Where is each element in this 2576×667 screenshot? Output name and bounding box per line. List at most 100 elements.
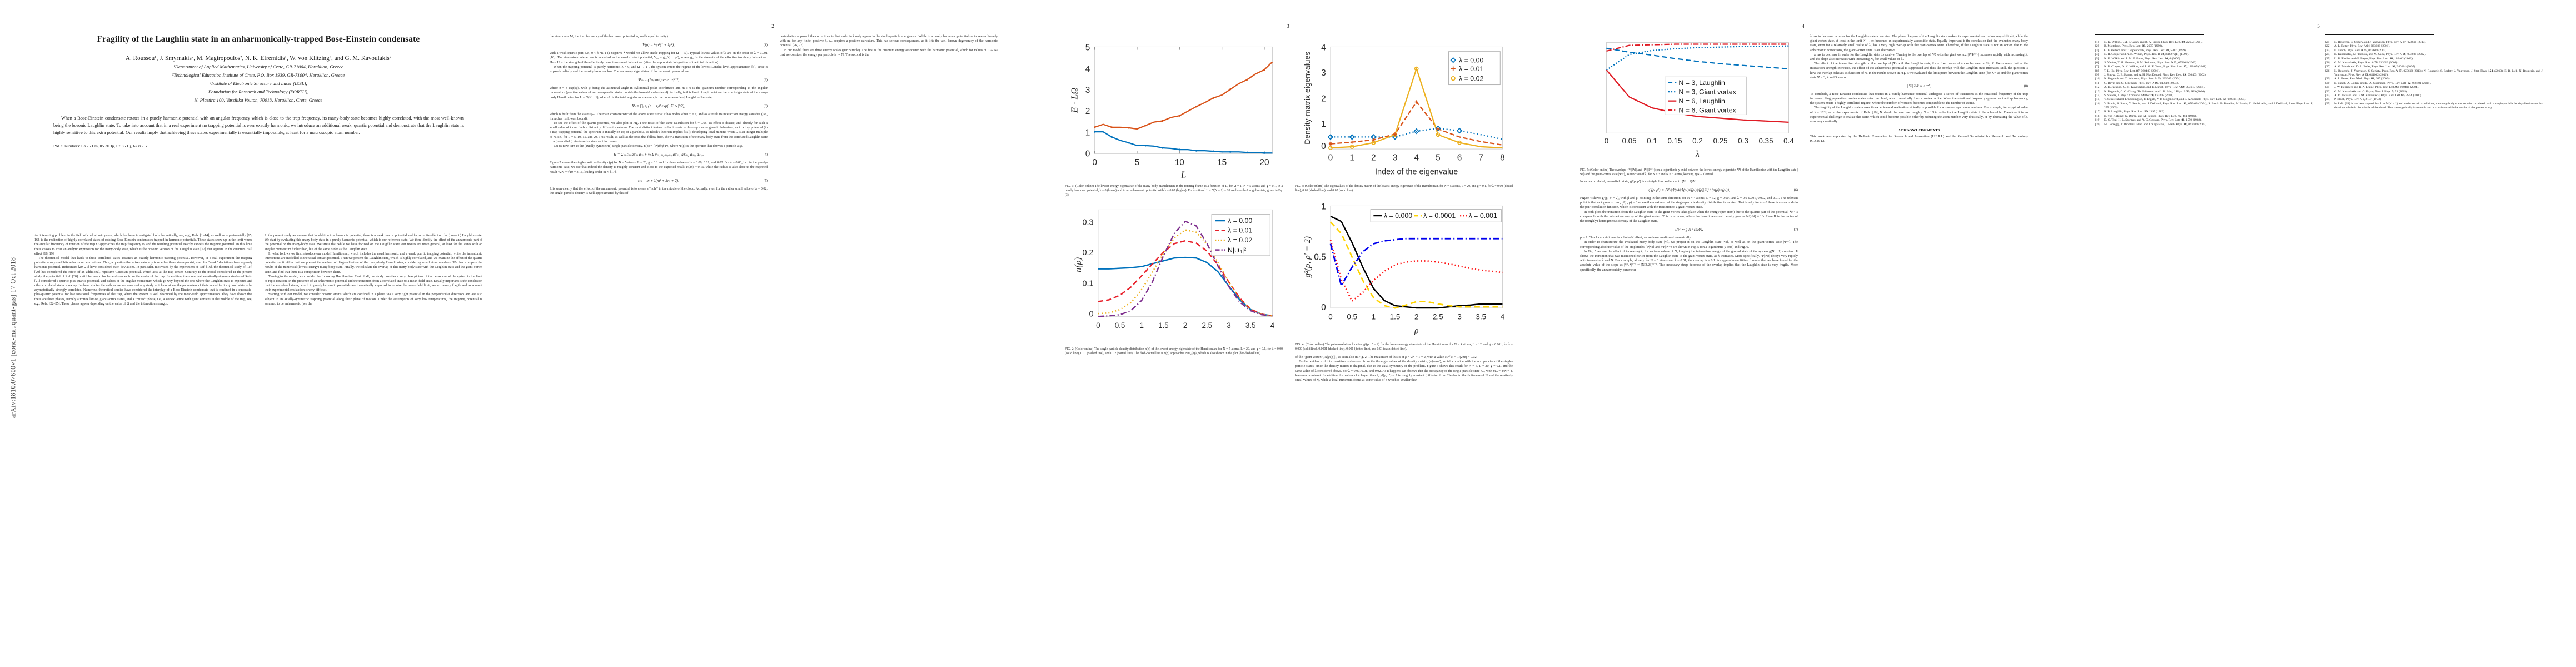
fig4-series-lambda-00001 <box>1329 221 1503 308</box>
fig5-legend-item-1: N = 3, Giant vortex <box>1678 88 1736 96</box>
fig5-xtick-03: 0.3 <box>1738 137 1748 145</box>
fig5-series-n3-giant <box>1606 45 1789 71</box>
reference-text: N. Rougerie, S. Serfaty, and J. Yngvason… <box>2334 41 2426 44</box>
fig2-ylabel: n(ρ) <box>1073 257 1083 272</box>
fig4-xtick-0: 0 <box>1328 312 1332 321</box>
paragraph: An interesting problem in the field of c… <box>34 234 252 256</box>
figure-1-caption: FIG. 1: (Color online) The lowest-energy… <box>1065 184 1283 197</box>
reference-item: [9] J. Sinova, C. B. Hanna, and A. H. Mac… <box>2095 73 2313 77</box>
paragraph: λ has to decrease in order for the Laugh… <box>1810 35 2028 52</box>
equation-4-body: H = Σₘ εₘ a†ₘ aₘ + ½ Σ vₘ₁ₘ₂ₘ₃ₘ₄ a†ₘ₁ a†… <box>614 152 704 157</box>
reference-item: [8] T. L. Ho, Phys. Rev. Lett. 87, 060403… <box>2095 69 2313 73</box>
equation-5-body: εₘ = m + λ(m² + 3m + 2), <box>638 178 679 183</box>
fig3-ytick-4: 4 <box>1321 43 1326 53</box>
reference-item: [14] S. Viefers, J. Phys.: Condens. Matte… <box>2095 94 2313 98</box>
reference-text: A. D. Jackson, G. M. Kavoulakis, and E. … <box>2104 86 2205 89</box>
reference-number: [18] <box>2095 114 2101 118</box>
reference-text: N. Rougerie, J. Yngvason, S. Serfaty, Ph… <box>2334 69 2543 77</box>
reference-number: [35] <box>2325 102 2331 106</box>
equation-8: |⟨Ψ|Ψₗ⟩| ≈ e⁻ᵜᴺ, (8) <box>1810 84 2028 88</box>
equation-3-body: Ψₗ = ∏ᵢ<ⱼ (zᵢ − zⱼ)² exp(−Σ|zₖ|²/2), <box>632 103 685 108</box>
fig1-xtick-0: 0 <box>1092 158 1097 167</box>
fig3-xtick-3: 3 <box>1393 153 1398 163</box>
fig5-xtick-035: 0.35 <box>1759 137 1773 145</box>
page-2: 2 the atom mass M, the trap frequency of… <box>515 0 1030 667</box>
fig1-series-lambda-0 <box>1094 131 1273 154</box>
reference-item: [25] U. R. Fischer and G. Baym, Phys. Rev… <box>2325 57 2543 61</box>
fig1-series-lambda-005 <box>1094 61 1273 130</box>
fig1-ytick-5: 5 <box>1085 43 1090 53</box>
reference-text: D. C. Tsui, H. L. Stormer, and A. C. Gos… <box>2104 118 2202 122</box>
reference-number: [8] <box>2095 69 2099 73</box>
fig2-legend-item-0: λ = 0.00 <box>1228 217 1252 225</box>
page-number: 3 <box>1287 23 1289 29</box>
equation-3: Ψₗ = ∏ᵢ<ⱼ (zᵢ − zⱼ)² exp(−Σ|zₖ|²/2), (3) <box>550 104 768 108</box>
reference-text: M. Correggi, T. Rindler-Daller, and J. Y… <box>2104 122 2208 126</box>
reference-number: [2] <box>2095 44 2099 48</box>
paragraph: with a weak quartic part, i.e., 0 < λ ≪ … <box>550 52 768 64</box>
paragraph: which is built from the states ψₘ. The m… <box>550 112 768 121</box>
equation-1-body: V(ρ) = ½ρ²(1 + λρ²), <box>642 43 675 48</box>
paragraph: In the present study we assume that in a… <box>265 234 482 251</box>
abstract: When a Bose-Einstein condensate rotates … <box>53 116 464 135</box>
reference-number: [33] <box>2325 93 2331 97</box>
fig4-legend: λ = 0.000 λ = 0.0001 λ = 0.001 <box>1370 208 1502 222</box>
fig5-legend-item-2: N = 6, Laughlin <box>1678 97 1725 105</box>
references-list-left: [1] N. K. Wilkin, J. M. F. Gunn, and R. A… <box>2095 41 2313 127</box>
reference-number: [4] <box>2095 53 2099 57</box>
reference-text: S. Viefers, J. Phys.: Condens. Matter 20… <box>2104 93 2174 97</box>
fig1-xtick-5: 5 <box>1135 158 1140 167</box>
fig1-ytick-2: 2 <box>1085 107 1090 116</box>
equation-7: λN² ∼ g N / (πR²), (7) <box>1580 227 1798 232</box>
page-2-column-left: the atom mass M, the trap frequency of t… <box>550 34 768 196</box>
paragraph: of the "giant vortex", N|ψₗ(ρ)|², as see… <box>1295 356 1478 360</box>
paragraph: Figure 2 shows the single-particle densi… <box>550 161 768 174</box>
reference-number: [5] <box>2095 57 2099 61</box>
reference-item: [28] N. Rougerie, J. Yngvason, S. Serfaty… <box>2325 69 2543 78</box>
fig2-plot: 0.3 0.2 0.1 0 0 0.5 1 1.5 2 2.5 3 <box>1073 210 1275 330</box>
reference-text: N. Regnault and T. Jolicoeur, Phys. Rev.… <box>2104 77 2181 81</box>
reference-text: N. K. Wilkin, J. M. F. Gunn, and R. A. S… <box>2104 41 2203 44</box>
fig4-xlabel: ρ <box>1414 326 1418 335</box>
reference-item: [26] G. M. Kavoulakis, Phys. Rev. A 78, 0… <box>2325 61 2543 65</box>
fig3-series-lambda-002 <box>1330 66 1503 149</box>
fig1-plot: 5 4 3 2 1 0 <box>1069 43 1273 181</box>
reference-text: G. M. Kavoulakis and G. Baym, New J. Phy… <box>2334 89 2408 93</box>
reference-text: E. Lundh, A. Collin, and K.-A. Suominen,… <box>2334 81 2431 85</box>
page-title: Fragility of the Laughlin state in an an… <box>97 34 420 44</box>
fig3-series-lambda-000 <box>1330 127 1503 140</box>
reference-item: [31] J. W. Reijnders and R. A. Duine, Phy… <box>2325 86 2543 89</box>
fig3-xtick-6: 6 <box>1457 153 1462 163</box>
fig4-ytick-1: 1 <box>1321 202 1326 211</box>
reference-item: [29] A. L. Fetter, Rev. Mod. Phys. 81, 64… <box>2325 77 2543 81</box>
affiliation-1: ¹Department of Applied Mathematics, Univ… <box>173 63 343 69</box>
arxiv-identifier-stamp: arXiv:1810.07600v1 [cond-mat.quant-gas] … <box>9 257 17 419</box>
fig2-ytick-02: 0.2 <box>1083 248 1094 257</box>
reference-item: [11] G. Baym and C. J. Pethick, Phys. Rev… <box>2095 82 2313 86</box>
fig3-markers <box>1327 66 1463 150</box>
reference-text: E. Lundh, Phys. Rev. A 65, 043604 (2002)… <box>2334 48 2388 52</box>
acknowledgments-heading: Acknowledgments <box>1898 128 1940 133</box>
fig3-xtick-1: 1 <box>1349 153 1354 163</box>
reference-number: [21] <box>2325 41 2331 44</box>
reference-number: [11] <box>2095 81 2101 85</box>
author-list: A. Roussou¹, J. Smyrnakis², M. Magiropou… <box>125 54 392 62</box>
reference-item: [16] V. Bretin, S. Stock, Y. Seurin, and … <box>2095 102 2313 111</box>
reference-text: In Refs. [21] it has been argued that L … <box>2334 102 2543 109</box>
equation-6: g²(ρ, ρ′) = ⟨Ψ|ψ̂†(ρ)ψ̂†(ρ′)ψ̂(ρ′)ψ̂(ρ)|… <box>1580 188 1798 192</box>
paragraph: The effect of the interaction strength o… <box>1810 62 2028 79</box>
fig5-xtick-015: 0.15 <box>1667 137 1682 145</box>
page-1-body-columns: An interesting problem in the field of c… <box>34 233 482 306</box>
fig5-xtick-005: 0.05 <box>1622 137 1636 145</box>
equation-1-number: (1) <box>763 43 768 47</box>
reference-text: T. L. Ho, Phys. Rev. Lett. 87, 060403 (2… <box>2104 69 2160 73</box>
fig2-xtick-35: 3.5 <box>1245 321 1256 330</box>
equation-7-body: λN² ∼ g N / (πR²), <box>1675 227 1703 232</box>
fig1-xlabel: L <box>1180 170 1187 181</box>
fig5-xlabel: λ <box>1695 149 1700 160</box>
fig4-series-lambda-0000 <box>1330 215 1503 308</box>
figure-fig3: 4 3 2 1 0 0 1 2 3 4 5 <box>1295 39 1513 193</box>
fig2-xtick-2: 2 <box>1183 321 1187 330</box>
reference-number: [14] <box>2095 93 2101 97</box>
